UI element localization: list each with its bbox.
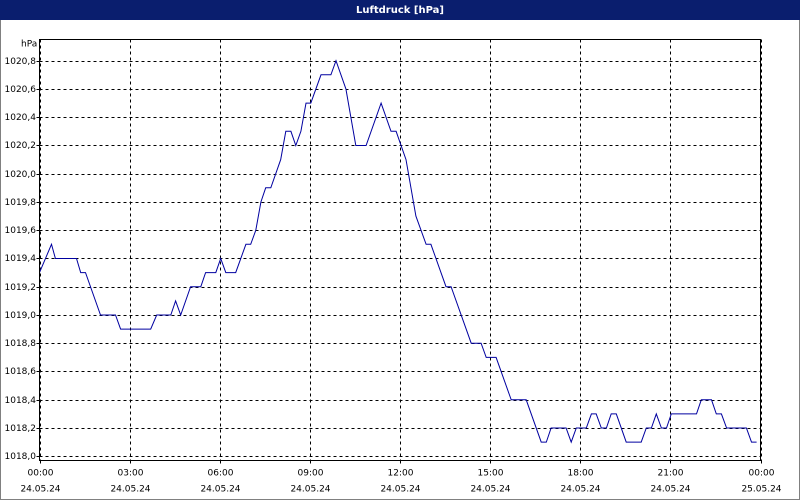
line-series: [39, 59, 757, 444]
y-tick-label: 1020,6: [5, 85, 37, 95]
y-tick-label: 1018,2: [5, 424, 37, 434]
plot-frame: [39, 39, 761, 461]
plot: 1018,0 1018,2 1018,4 1018,6 1018,8 1019,0 1019…: [5, 39, 782, 495]
x-tick-date: 24.05.24: [650, 485, 690, 495]
y-tick-label: 1020,4: [5, 113, 37, 123]
y-tick-label: 1020,0: [5, 170, 37, 180]
y-tick-label: 1018,8: [5, 339, 37, 349]
x-tick-label: 03:00: [118, 469, 144, 479]
y-tick-label: 1019,2: [5, 283, 37, 293]
y-tick-label: 1019,0: [5, 311, 37, 321]
x-tick-date: 24.05.24: [20, 485, 60, 495]
x-tick-date: 25.05.24: [741, 485, 781, 495]
y-tick-label: 1020,2: [5, 141, 37, 151]
y-tick-label: 1020,8: [5, 57, 37, 67]
x-tick-label: 00:00: [749, 469, 775, 479]
title-bar: [0, 0, 800, 20]
chart-title: Luftdruck [hPa]: [356, 5, 444, 16]
y-tick-label: 1019,8: [5, 198, 37, 208]
x-tick-label: 21:00: [658, 469, 684, 479]
x-tick-label: 15:00: [478, 469, 504, 479]
y-tick-label: 1018,6: [5, 367, 37, 377]
x-tick-label: 12:00: [388, 469, 414, 479]
y-tick-label: 1019,6: [5, 226, 37, 236]
y-tick-label: 1019,4: [5, 254, 37, 264]
x-tick-date: 24.05.24: [380, 485, 420, 495]
x-tick-date: 24.05.24: [560, 485, 600, 495]
x-tick-label: 18:00: [568, 469, 594, 479]
x-tick-label: 09:00: [298, 469, 324, 479]
x-tick-date: 24.05.24: [110, 485, 150, 495]
x-tick-label: 00:00: [28, 469, 54, 479]
x-tick-label: 06:00: [208, 469, 234, 479]
y-tick-label: 1018,0: [5, 452, 37, 462]
y-tick-label: 1018,4: [5, 396, 37, 406]
y-axis-label: hPa: [21, 40, 37, 50]
x-tick-date: 24.05.24: [290, 485, 330, 495]
x-tick-date: 24.05.24: [200, 485, 240, 495]
x-tick-date: 24.05.24: [470, 485, 510, 495]
